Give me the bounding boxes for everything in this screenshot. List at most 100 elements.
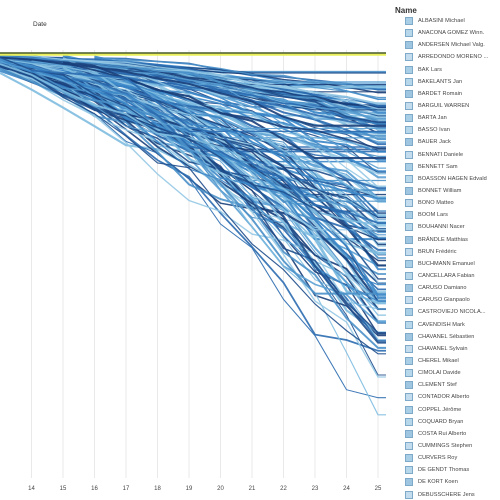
legend-item[interactable]: BOUHANNI Nacer [405,221,500,233]
legend-item[interactable]: BENNATI Daniele [405,149,500,161]
legend-item[interactable]: BENNETT Sam [405,161,500,173]
legend-label: CHAVANEL Sylvain [418,345,468,352]
legend-item[interactable]: CHAVANEL Sylvain [405,343,500,355]
series-line [0,64,386,355]
legend-label: BENNETT Sam [418,163,458,170]
series-line [0,63,386,226]
legend-item[interactable]: CARUSO Gianpaolo [405,294,500,306]
legend-label: BOUHANNI Nacer [418,224,465,231]
legend-item[interactable]: CONTADOR Alberto [405,391,500,403]
legend-swatch [405,272,413,281]
legend-item[interactable]: BAK Lars [405,64,500,76]
legend-item[interactable]: COSTA Rui Alberto [405,428,500,440]
legend-swatch [405,211,413,220]
legend-label: CUMMINGS Stephen [418,442,473,449]
legend-item[interactable]: BRÄNDLE Matthias [405,234,500,246]
legend-item[interactable]: ALBASINI Michael [405,15,500,27]
legend-swatch [405,393,413,402]
legend-item[interactable]: BUCHMANN Emanuel [405,258,500,270]
legend-label: CONTADOR Alberto [418,394,470,401]
legend-swatch [405,369,413,378]
legend-label: CASTROVIEJO NICOLA... [418,309,486,316]
legend-item[interactable]: BOOM Lars [405,209,500,221]
legend-item[interactable]: ARREDONDO MORENO ... [405,51,500,63]
x-tick-label: 18 [154,486,161,492]
legend-label: CHEREL Mikael [418,358,459,364]
series-line [62,58,386,105]
legend-item[interactable]: CURVERS Roy [405,452,500,464]
legend-swatch [405,466,413,475]
legend-swatch [405,235,413,244]
legend-item[interactable]: CIMOLAI Davide [405,367,500,379]
x-tick-label: 17 [123,486,130,492]
legend-swatch [405,17,413,26]
legend-list: ALBASINI Michael ANACONA GOMEZ Winn. ANDER… [405,15,500,500]
legend-item[interactable]: CARUSO Damiano [405,282,500,294]
series-lines [0,52,386,416]
legend-item[interactable]: BARDET Romain [405,88,500,100]
legend-label: CLEMENT Stef [418,382,457,389]
legend-label: BAK Lars [418,66,443,73]
legend-label: BOASSON HAGEN Edvald [418,175,487,182]
legend-item[interactable]: DEBUSSCHERE Jens [405,488,500,500]
x-tick-label: 14 [28,486,35,492]
legend-item[interactable]: BRUN Frédéric [405,246,500,258]
x-tick-label: 21 [249,486,256,492]
legend-label: BENNATI Daniele [418,151,464,158]
legend-label: BASSO Ivan [418,127,450,134]
legend-item[interactable]: ANACONA GOMEZ Winn. [405,27,500,39]
legend-label: COQUARD Bryan [418,418,464,425]
legend-item[interactable]: COPPEL Jérôme [405,404,500,416]
legend-swatch [405,150,413,159]
legend-label: DE KORT Koen [418,479,458,486]
legend-swatch [405,357,413,365]
legend-swatch [405,429,413,438]
legend-swatch [405,405,413,414]
legend-label: DE GENDT Thomas [418,467,470,474]
x-tick-label: 25 [375,486,382,492]
legend-item[interactable]: BONO Matteo [405,197,500,209]
legend-item[interactable]: CLEMENT Stef [405,379,500,391]
legend-item[interactable]: CUMMINGS Stephen [405,440,500,452]
legend-label: COPPEL Jérôme [418,406,462,413]
series-line [62,58,386,198]
legend-item[interactable]: CHAVANEL Sébastien [405,331,500,343]
x-tick-label: 19 [186,486,193,492]
legend-label: ANACONA GOMEZ Winn. [418,30,485,37]
legend-item[interactable]: BONNET William [405,185,500,197]
legend-item[interactable]: BAKELANTS Jan [405,76,500,88]
legend-item[interactable]: CHEREL Mikael [405,355,500,367]
legend-item[interactable]: DE GENDT Thomas [405,464,500,476]
legend-label: CANCELLARA Fabian [418,273,475,280]
legend-item[interactable]: BASSO Ivan [405,124,500,136]
legend-swatch [405,441,413,450]
legend-item[interactable]: CANCELLARA Fabian [405,270,500,282]
legend-swatch [405,89,413,98]
legend-label: BONO Matteo [418,200,454,207]
legend-swatch [405,126,413,135]
legend-item[interactable]: COQUARD Bryan [405,416,500,428]
chart-area: Date 14151617181920212223242526 [0,21,386,492]
legend-item[interactable]: CASTROVIEJO NICOLA... [405,306,500,318]
legend-item[interactable]: BARGUIL WARREN [405,100,500,112]
legend-label: BARGUIL WARREN [418,103,470,110]
legend-item[interactable]: BOASSON HAGEN Edvald [405,173,500,185]
series-line [0,66,386,219]
series-line [0,64,386,344]
series-line [0,55,386,127]
legend-item[interactable]: DE KORT Koen [405,476,500,488]
legend-label: CURVERS Roy [418,455,458,462]
legend-swatch [405,332,413,341]
x-tick-label: 20 [217,486,224,492]
legend-item[interactable]: ANDERSEN Michael Valg. [405,39,500,51]
legend-swatch [405,138,413,147]
legend-item[interactable]: CAVENDISH Mark [405,319,500,331]
legend-item[interactable]: BARTA Jan [405,112,500,124]
series-line [94,56,386,87]
legend-swatch [405,478,413,487]
series-line [0,56,386,280]
legend-item[interactable]: BAUER Jack [405,136,500,148]
legend-label: BARTA Jan [418,115,447,122]
series-line [62,56,386,254]
legend-swatch [405,77,413,86]
